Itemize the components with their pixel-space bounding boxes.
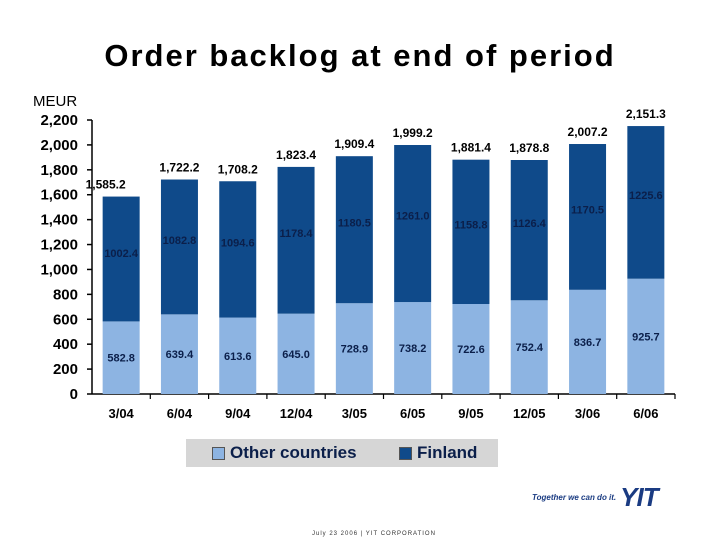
data-label-other-countries: 738.2 — [399, 343, 427, 355]
y-tick-label: 1,000 — [40, 261, 78, 278]
data-label-finland: 1180.5 — [338, 217, 371, 229]
data-label-other-countries: 836.7 — [574, 337, 602, 349]
y-tick-label: 1,600 — [40, 187, 78, 204]
data-label-other-countries: 582.8 — [107, 353, 135, 365]
data-label-other-countries: 722.6 — [457, 344, 485, 356]
total-label: 1,823.4 — [276, 148, 316, 162]
bar-finland — [335, 156, 373, 304]
bar-other-countries — [452, 304, 490, 394]
bar-other-countries — [160, 314, 198, 394]
data-label-finland: 1158.8 — [454, 220, 487, 232]
total-label: 1,999.2 — [393, 126, 433, 140]
y-axis-unit-label: MEUR — [33, 93, 78, 110]
bar-other-countries — [569, 289, 607, 394]
data-label-finland: 1225.6 — [629, 190, 663, 202]
data-label-other-countries: 925.7 — [632, 331, 660, 343]
total-label: 1,881.4 — [451, 141, 491, 155]
bar-finland — [277, 166, 315, 314]
data-label-finland: 1126.4 — [513, 218, 547, 230]
x-tick-label: 6/05 — [400, 406, 425, 421]
y-tick-label: 1,800 — [40, 162, 78, 179]
legend-swatch-finland — [399, 446, 412, 460]
stacked-bar-chart: 0 200 400 600 800 1,000 1,200 1,400 1,600 1,800 2,… — [40, 107, 676, 421]
data-label-other-countries: 613.6 — [224, 351, 252, 363]
legend-item-finland: Finland — [399, 443, 477, 463]
y-tick-label: 1,400 — [40, 212, 78, 229]
bar-finland — [569, 144, 607, 290]
total-label: 1,909.4 — [334, 137, 374, 151]
legend-label-finland: Finland — [417, 443, 478, 462]
chart-title: Order backlog at end of period — [104, 38, 616, 73]
y-tick-label: 2,000 — [40, 137, 78, 154]
bar-other-countries — [277, 313, 315, 394]
bar-other-countries — [219, 317, 257, 394]
total-label: 2,007.2 — [568, 125, 608, 139]
y-tick-label: 0 — [70, 386, 78, 403]
bar-other-countries — [102, 321, 140, 394]
data-label-other-countries: 752.4 — [515, 342, 543, 354]
bar-other-countries — [510, 300, 548, 394]
logo-mark: YIT — [620, 482, 658, 512]
x-tick-label: 12/04 — [280, 406, 313, 421]
legend-label-other-countries: Other countries — [230, 443, 357, 462]
x-tick-label: 6/04 — [167, 406, 193, 421]
y-tick-label: 400 — [53, 336, 78, 353]
x-tick-label: 12/05 — [513, 406, 546, 421]
data-label-finland: 1094.6 — [221, 238, 255, 250]
bar-finland — [394, 145, 432, 303]
data-label-other-countries: 645.0 — [282, 349, 310, 361]
footer-text: July 23 2006 | YIT CORPORATION — [312, 531, 436, 537]
bar-finland — [219, 181, 257, 318]
bar-finland — [452, 159, 490, 305]
total-label: 2,151.3 — [626, 107, 666, 121]
y-tick-label: 800 — [53, 286, 78, 303]
bar-finland — [627, 126, 665, 279]
data-label-other-countries: 728.9 — [341, 344, 369, 356]
bar-finland — [102, 196, 140, 322]
y-tick-label: 600 — [53, 311, 78, 328]
x-tick-label: 3/05 — [342, 406, 367, 421]
logo-slogan: Together we can do it. — [532, 493, 617, 502]
x-tick-label: 3/06 — [575, 406, 600, 421]
total-label: 1,878.8 — [509, 141, 549, 155]
data-label-other-countries: 639.4 — [166, 349, 194, 361]
total-label: 1,708.2 — [218, 162, 258, 176]
y-tick-label: 1,200 — [40, 237, 78, 254]
x-tick-label: 3/04 — [108, 406, 134, 421]
data-label-finland: 1170.5 — [571, 205, 604, 217]
bar-finland — [510, 160, 548, 301]
x-tick-label: 6/06 — [633, 406, 658, 421]
x-tick-label: 9/05 — [458, 406, 483, 421]
x-tick-label: 9/04 — [225, 406, 251, 421]
bar-finland — [160, 179, 198, 315]
company-logo: Together we can do it. YIT — [532, 482, 659, 513]
y-tick-label: 200 — [53, 361, 78, 378]
total-label: 1,585.2 — [86, 178, 126, 192]
data-label-finland: 1082.8 — [163, 235, 197, 247]
bar-other-countries — [335, 303, 373, 394]
legend-item-other-countries: Other countries — [212, 443, 357, 463]
data-label-finland: 1178.4 — [280, 228, 314, 240]
y-tick-label: 2,200 — [40, 112, 78, 129]
data-label-finland: 1261.0 — [396, 211, 430, 223]
total-label: 1,722.2 — [159, 161, 199, 175]
legend-swatch-other-countries — [212, 446, 225, 460]
chart-legend: Other countries Finland — [186, 439, 498, 467]
bar-other-countries — [394, 302, 432, 394]
data-label-finland: 1002.4 — [104, 248, 139, 260]
bar-other-countries — [627, 278, 665, 394]
